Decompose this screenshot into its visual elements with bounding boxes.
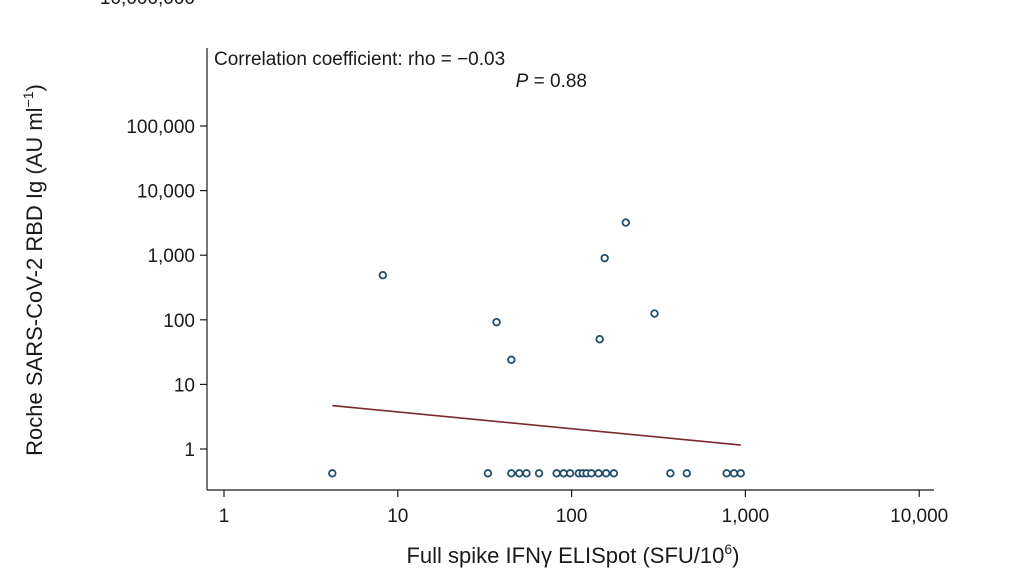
correlation-annotation: Correlation coefficient: rho = −0.03 — [214, 49, 505, 70]
y-axis-title-main: Roche SARS-CoV-2 RBD Ig (AU ml — [22, 107, 47, 455]
data-point — [507, 355, 516, 365]
p-symbol: P — [516, 71, 529, 92]
data-point — [722, 469, 731, 478]
data-point — [650, 309, 659, 318]
fit-layer — [332, 404, 741, 446]
x-axis-title-main: Full spike IFNγ ELISpot (SFU/10 — [406, 543, 724, 568]
x-axis-title-end: ) — [732, 543, 739, 568]
data-point — [736, 469, 745, 478]
data-point — [600, 253, 609, 263]
data-point — [609, 469, 619, 478]
data-point — [729, 469, 739, 478]
y-tick-label: 1 — [184, 440, 195, 461]
y-tick-label: 10,000,000 — [100, 0, 195, 9]
y-tick-label: 100 — [163, 311, 195, 332]
data-point — [587, 469, 596, 478]
x-tick-label: 1,000 — [722, 506, 770, 527]
p-value: = 0.88 — [528, 71, 587, 92]
y-axis-title: Roche SARS-CoV-2 RBD Ig (AU ml−1) — [20, 84, 47, 456]
data-point — [492, 317, 501, 327]
x-tick-label: 10,000 — [890, 506, 948, 527]
y-tick-label: 1,000 — [147, 246, 195, 267]
data-point — [522, 469, 531, 478]
y-axis-title-sup: −1 — [20, 91, 36, 107]
data-point — [378, 271, 388, 280]
data-point — [595, 335, 604, 344]
data-point — [621, 218, 630, 227]
y-axis: 1 10 100 1,000 10,000 100,000 10,000,000 — [100, 0, 208, 490]
data-point — [507, 469, 516, 478]
y-tick-label: 100,000 — [126, 117, 195, 138]
y-axis-title-end: ) — [22, 84, 47, 91]
data-point — [666, 469, 675, 478]
regression-line — [332, 404, 741, 446]
data-point — [534, 469, 544, 478]
points-layer — [328, 218, 745, 478]
data-point — [483, 469, 493, 478]
y-tick-label: 10 — [174, 375, 195, 396]
data-point — [552, 469, 561, 478]
data-point — [601, 469, 611, 478]
data-point — [515, 469, 524, 478]
data-point — [594, 469, 603, 478]
y-tick-label: 10,000 — [137, 182, 195, 203]
x-tick-label: 100 — [556, 506, 588, 527]
data-point — [328, 469, 337, 478]
x-axis-title-sup: 6 — [724, 541, 732, 557]
x-tick-label: 1 — [219, 506, 230, 527]
data-point — [682, 469, 691, 478]
x-axis: 1 10 100 1,000 10,000 — [207, 489, 948, 527]
x-tick-label: 10 — [387, 506, 408, 527]
data-point — [565, 469, 575, 478]
p-value-annotation: P = 0.88 — [516, 71, 587, 92]
x-axis-title: Full spike IFNγ ELISpot (SFU/106) — [406, 541, 739, 568]
